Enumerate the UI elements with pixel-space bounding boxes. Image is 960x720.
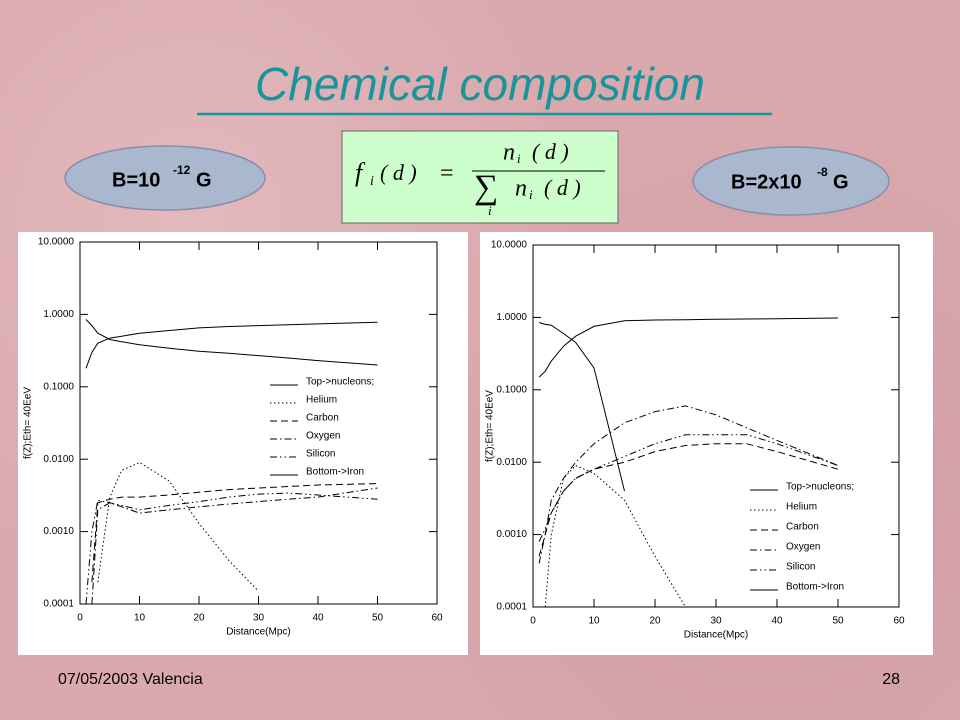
- field-left: B=10 -12 G: [64, 145, 266, 211]
- legend-label: Top->nucleons;: [306, 377, 374, 388]
- x-tick-label: 50: [372, 613, 384, 624]
- legend-label: Carbon: [306, 413, 339, 424]
- formula-text: i: [370, 174, 374, 189]
- series-line: [85, 319, 378, 366]
- y-tick-label: 0.0100: [496, 457, 527, 468]
- legend-label: Silicon: [306, 449, 335, 460]
- y-tick-label: 1.0000: [43, 309, 74, 320]
- formula-text: i: [529, 187, 533, 202]
- y-tick-label: 0.0010: [496, 529, 527, 540]
- legend-label: Top->nucleons;: [786, 482, 854, 493]
- field-prefix: B=10: [112, 169, 160, 191]
- formula-text: i: [517, 151, 521, 166]
- formula: f i ( d ) = n i ( d ) ∑ i n i ( d ): [341, 130, 619, 224]
- formula-text: ∑: [474, 169, 498, 206]
- series-line: [538, 317, 839, 378]
- legend-label: Helium: [786, 502, 817, 513]
- series-line: [85, 492, 378, 605]
- y-tick-label: 0.0100: [43, 454, 74, 465]
- x-tick-label: 60: [893, 616, 905, 627]
- field-unit: G: [833, 171, 849, 193]
- field-prefix: B=2x10: [731, 171, 802, 193]
- y-tick-label: 0.1000: [496, 384, 527, 395]
- x-axis-label: Distance(Mpc): [226, 627, 290, 638]
- formula-text: n: [515, 176, 527, 202]
- legend-label: Bottom->Iron: [306, 467, 364, 478]
- legend-label: Helium: [306, 395, 337, 406]
- y-tick-label: 0.0010: [43, 526, 74, 537]
- formula-text: i: [488, 203, 492, 218]
- series-line: [97, 461, 259, 592]
- series-line: [538, 443, 839, 557]
- legend-label: Carbon: [786, 522, 819, 533]
- series-line: [538, 434, 839, 542]
- x-tick-label: 40: [771, 616, 783, 627]
- formula-text: f: [355, 158, 366, 187]
- series-line: [538, 405, 839, 564]
- page-number: 28: [882, 671, 900, 688]
- y-tick-label: 10.0000: [38, 237, 75, 248]
- formula-box: [341, 130, 619, 224]
- x-tick-label: 0: [77, 613, 83, 624]
- x-tick-label: 30: [710, 616, 722, 627]
- field-exponent: -12: [173, 163, 191, 177]
- formula-text: ( d ): [532, 139, 569, 164]
- x-tick-label: 10: [134, 613, 146, 624]
- legend-label: Silicon: [786, 562, 815, 573]
- y-tick-label: 0.0001: [43, 599, 74, 610]
- series-line: [91, 483, 378, 583]
- x-axis-label: Distance(Mpc): [684, 630, 748, 641]
- x-tick-label: 50: [832, 616, 844, 627]
- x-tick-label: 60: [431, 613, 443, 624]
- legend-label: Oxygen: [306, 431, 340, 442]
- y-tick-label: 0.1000: [43, 381, 74, 392]
- x-tick-label: 20: [193, 613, 205, 624]
- field-right: B=2x10 -8 G: [692, 146, 890, 216]
- oval: [64, 145, 266, 211]
- chart-panel: [480, 232, 933, 655]
- x-tick-label: 10: [588, 616, 600, 627]
- x-tick-label: 20: [649, 616, 661, 627]
- footer-date: 07/05/2003 Valencia: [58, 671, 203, 688]
- formula-text: ( d ): [380, 160, 417, 185]
- y-tick-label: 0.0001: [496, 602, 527, 613]
- formula-text: =: [440, 161, 454, 187]
- y-axis-label: f(Z);Eth= 40EeV: [23, 387, 34, 459]
- y-tick-label: 1.0000: [496, 312, 527, 323]
- series-line: [85, 321, 378, 369]
- legend-label: Oxygen: [786, 542, 820, 553]
- formula-text: n: [503, 140, 515, 166]
- series-line: [538, 322, 625, 492]
- y-tick-label: 10.0000: [491, 240, 528, 251]
- field-unit: G: [196, 169, 212, 191]
- field-exponent: -8: [817, 165, 828, 179]
- x-tick-label: 40: [312, 613, 324, 624]
- legend-label: Bottom->Iron: [786, 582, 844, 593]
- oval: [692, 146, 890, 216]
- slide-title: Chemical composition: [255, 58, 705, 110]
- series-line: [91, 487, 378, 605]
- formula-text: ( d ): [544, 175, 581, 200]
- chart-panel: [18, 232, 468, 655]
- x-tick-label: 30: [253, 613, 265, 624]
- x-tick-label: 0: [530, 616, 536, 627]
- y-axis-label: f(Z);Eth= 40EeV: [485, 390, 496, 462]
